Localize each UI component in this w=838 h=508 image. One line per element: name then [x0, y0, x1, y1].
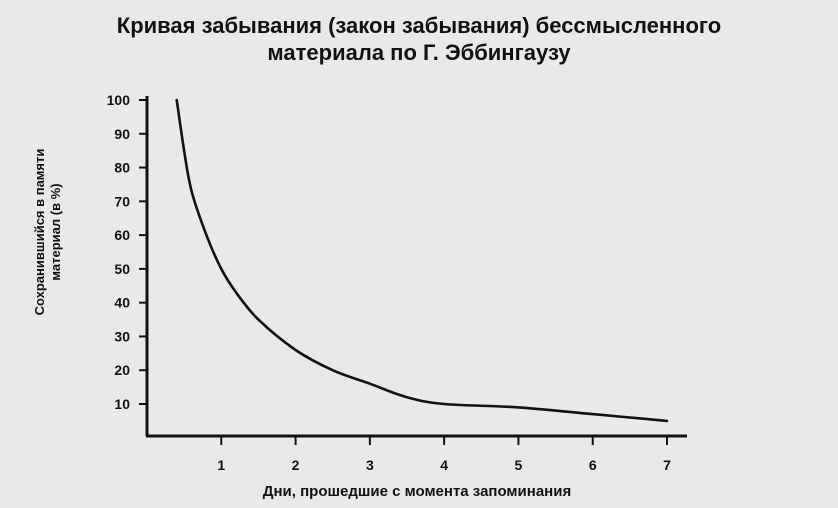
y-tick-label-10: 10: [114, 396, 130, 412]
chart-title-line-2: материала по Г. Эббингаузу: [267, 40, 571, 65]
x-axis-label: Дни, прошедшие с момента запоминания: [262, 483, 572, 500]
x-tick-label-4: 4: [440, 457, 448, 473]
x-tick-label-7: 7: [663, 457, 671, 473]
y-tick-label-50: 50: [114, 261, 130, 277]
chart-title-line-1: Кривая забывания (закон забывания) бессм…: [116, 13, 722, 38]
y-tick-label-20: 20: [114, 362, 130, 378]
x-tick-label-1: 1: [217, 457, 225, 473]
x-tick-label-6: 6: [589, 457, 597, 473]
x-tick-label-3: 3: [366, 457, 374, 473]
y-tick-label-80: 80: [114, 160, 130, 176]
y-tick-label-60: 60: [114, 227, 130, 243]
x-tick-label-2: 2: [292, 457, 300, 473]
y-tick-label-70: 70: [114, 193, 130, 209]
y-tick-label-30: 30: [114, 328, 130, 344]
forgetting-curve-line: [175, 98, 669, 423]
y-tick-label-90: 90: [114, 126, 130, 142]
y-tick-label-100: 100: [107, 92, 131, 108]
x-tick-label-5: 5: [515, 457, 523, 473]
y-tick-label-40: 40: [114, 295, 130, 311]
